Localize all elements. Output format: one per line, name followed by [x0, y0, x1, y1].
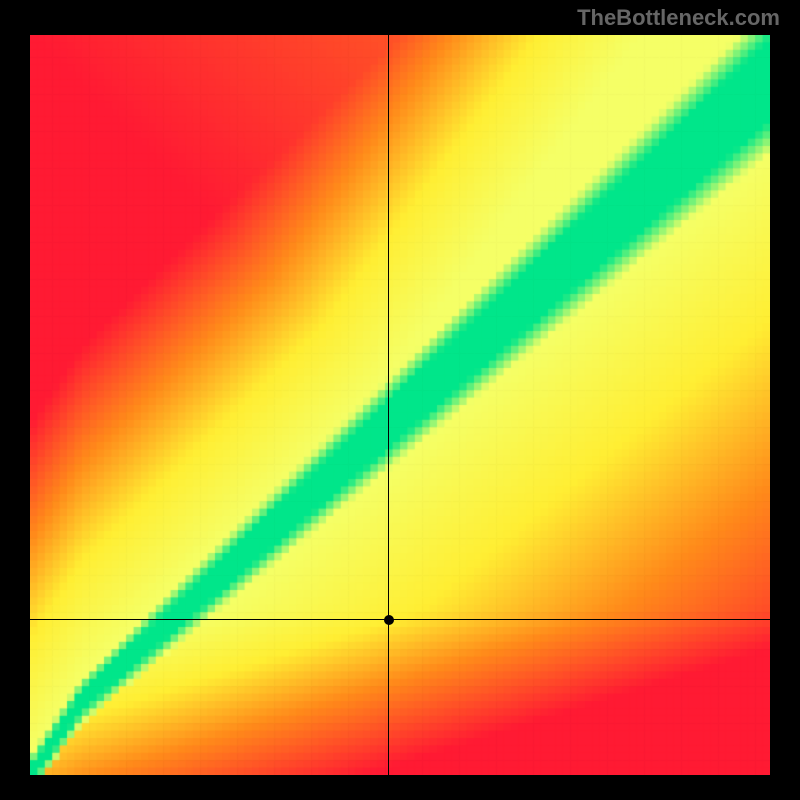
crosshair-vertical	[388, 35, 389, 775]
heatmap-plot	[30, 35, 770, 775]
watermark-text: TheBottleneck.com	[577, 5, 780, 31]
chart-container: { "watermark": "TheBottleneck.com", "bac…	[0, 0, 800, 800]
heatmap-canvas	[30, 35, 770, 775]
crosshair-marker	[384, 615, 394, 625]
crosshair-horizontal	[30, 619, 770, 620]
